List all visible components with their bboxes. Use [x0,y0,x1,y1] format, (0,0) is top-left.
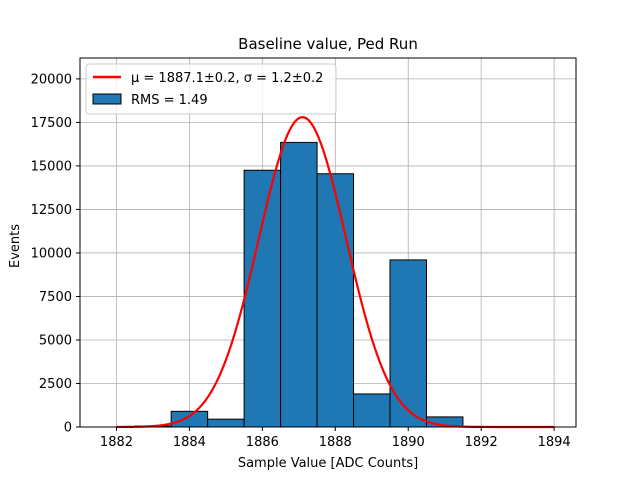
legend-fit-label: μ = 1887.1±0.2, σ = 1.2±0.2 [131,71,323,86]
plot-frame [79,57,577,428]
legend-hist-label: RMS = 1.49 [131,93,208,108]
x-tick-label: 1886 [246,435,279,450]
y-axis-title: Events [8,224,23,268]
y-tick-label: 2500 [39,377,72,392]
y-tick-label: 20000 [31,72,72,87]
y-tick-label: 17500 [31,116,72,131]
y-tick-label: 10000 [31,246,72,261]
x-tick-label: 1894 [538,435,571,450]
x-axis-title: Sample Value [ADC Counts] [238,456,418,471]
histogram-bar [207,418,245,428]
x-tick-label: 1884 [173,435,206,450]
x-axis-ticks: 1882 1884 1886 1888 1890 1892 1894 [100,427,571,450]
histogram-bar [280,141,318,428]
y-tick-label: 7500 [39,290,72,305]
histogram-bar [170,410,209,428]
x-tick-label: 1882 [100,435,133,450]
legend: μ = 1887.1±0.2, σ = 1.2±0.2 RMS = 1.49 [85,63,337,115]
histogram-bar [243,169,282,428]
x-tick-label: 1888 [319,435,352,450]
histogram-bar [316,173,355,428]
y-tick-label: 5000 [39,333,72,348]
legend-hist-swatch [92,93,122,105]
histogram-bars [134,141,500,428]
y-tick-label: 12500 [31,203,72,218]
histogram-bar [389,259,427,428]
legend-box [85,63,337,115]
x-tick-label: 1890 [392,435,425,450]
chart-title: Baseline value, Ped Run [238,35,418,53]
x-tick-label: 1892 [465,435,498,450]
y-tick-label: 15000 [31,159,72,174]
histogram-bar [353,393,391,428]
y-tick-label: 0 [64,421,72,436]
y-axis-ticks: 0 2500 5000 7500 10000 12500 15000 17500 20000 [31,72,80,436]
